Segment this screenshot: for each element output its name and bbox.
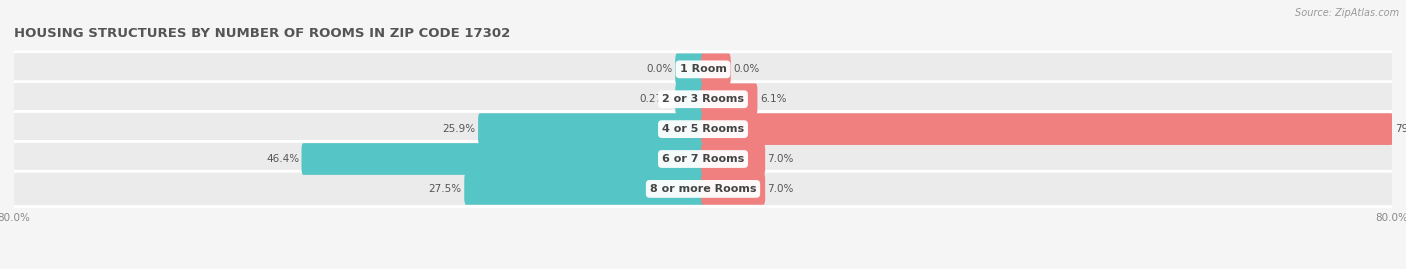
FancyBboxPatch shape [702, 113, 1393, 145]
FancyBboxPatch shape [702, 54, 731, 85]
Text: 79.9%: 79.9% [1395, 124, 1406, 134]
FancyBboxPatch shape [702, 143, 765, 175]
FancyBboxPatch shape [478, 113, 704, 145]
FancyBboxPatch shape [13, 82, 1393, 117]
FancyBboxPatch shape [13, 171, 1393, 207]
Text: 0.27%: 0.27% [640, 94, 673, 104]
Text: 8 or more Rooms: 8 or more Rooms [650, 184, 756, 194]
FancyBboxPatch shape [675, 83, 704, 115]
Text: 7.0%: 7.0% [768, 154, 794, 164]
Text: Source: ZipAtlas.com: Source: ZipAtlas.com [1295, 8, 1399, 18]
Text: 4 or 5 Rooms: 4 or 5 Rooms [662, 124, 744, 134]
FancyBboxPatch shape [464, 173, 704, 205]
FancyBboxPatch shape [675, 54, 704, 85]
Text: 7.0%: 7.0% [768, 184, 794, 194]
FancyBboxPatch shape [702, 173, 765, 205]
Text: 6 or 7 Rooms: 6 or 7 Rooms [662, 154, 744, 164]
Text: HOUSING STRUCTURES BY NUMBER OF ROOMS IN ZIP CODE 17302: HOUSING STRUCTURES BY NUMBER OF ROOMS IN… [14, 27, 510, 40]
Text: 46.4%: 46.4% [266, 154, 299, 164]
Text: 0.0%: 0.0% [733, 64, 759, 74]
FancyBboxPatch shape [13, 141, 1393, 177]
FancyBboxPatch shape [13, 52, 1393, 87]
Text: 0.0%: 0.0% [647, 64, 673, 74]
Text: 6.1%: 6.1% [759, 94, 786, 104]
Text: 2 or 3 Rooms: 2 or 3 Rooms [662, 94, 744, 104]
FancyBboxPatch shape [13, 111, 1393, 147]
Text: 25.9%: 25.9% [443, 124, 475, 134]
Text: 27.5%: 27.5% [429, 184, 461, 194]
FancyBboxPatch shape [301, 143, 704, 175]
Text: 1 Room: 1 Room [679, 64, 727, 74]
FancyBboxPatch shape [702, 83, 758, 115]
